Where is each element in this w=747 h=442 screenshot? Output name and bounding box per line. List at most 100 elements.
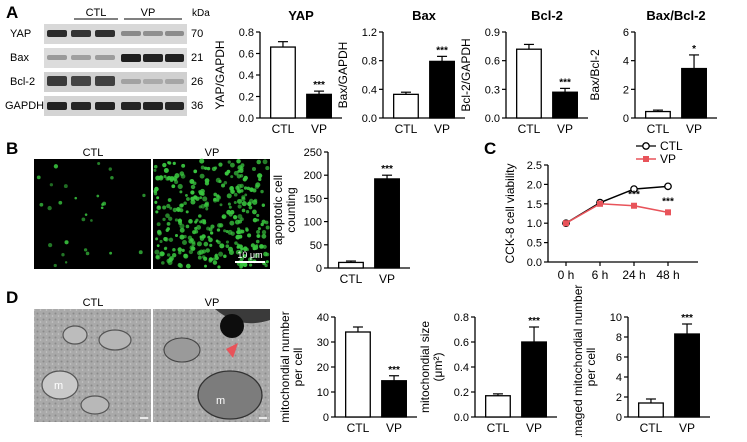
y-tick-label: 0.2 (454, 387, 469, 399)
bar-vp (681, 67, 707, 119)
fluorescent-dot (174, 179, 179, 185)
fluorescent-dot (179, 234, 185, 240)
fluorescent-dot (238, 244, 243, 249)
fluorescent-dot (194, 229, 199, 234)
fluorescent-dot (185, 210, 189, 214)
fluorescent-dot (256, 229, 261, 234)
fluorescent-dot (156, 229, 162, 235)
bar-ctl (645, 110, 671, 119)
data-point-ctl (664, 182, 672, 191)
fluorescent-dot (168, 257, 173, 263)
fluorescent-dot (197, 255, 202, 260)
y-axis-label-line2: per cell (584, 348, 598, 387)
fluorescent-dot (174, 218, 179, 222)
fluorescent-dot (261, 203, 266, 207)
fluorescent-dot (248, 205, 253, 210)
y-tick-label: 0.4 (454, 362, 469, 374)
legend-marker-ctl (642, 142, 650, 150)
fluorescent-dot (172, 207, 178, 213)
significance-marker: *** (528, 316, 540, 327)
fluorescent-dot (177, 183, 183, 190)
fluorescent-dot (243, 186, 248, 190)
fluorescent-dot (165, 213, 170, 218)
em-mitochondrion (80, 395, 110, 415)
fluorescent-dot (259, 244, 264, 249)
fluorescent-dot (188, 219, 193, 224)
em-mitochondrion (98, 329, 132, 351)
em-marker-ctl: m (54, 380, 63, 392)
fluorescent-dot (256, 213, 260, 218)
fluorescent-dot (246, 186, 251, 191)
fluorescent-dot (194, 220, 198, 224)
fluorescent-dot (238, 234, 243, 239)
chart-bax: 0.0 0.4 0.8 1.2 CTL VP *** Bax Bax/GAPDH (336, 8, 465, 136)
fluorescent-dot (236, 229, 241, 235)
fluorescent-dot (265, 166, 270, 171)
wb-row-label: GAPDH (5, 100, 44, 112)
x-tick-label: CTL (272, 122, 295, 136)
fluorescent-dot (203, 241, 209, 247)
fluorescent-dot (236, 188, 241, 193)
fluorescent-dot (209, 243, 213, 247)
fluorescent-dot (251, 166, 257, 172)
fluorescent-dot (159, 251, 165, 257)
fluorescent-dot (237, 214, 243, 219)
y-tick-label: 10 (610, 312, 622, 324)
wb-strip-bax (44, 48, 187, 68)
y-tick-label: 6 (623, 27, 629, 39)
fluorescent-dot (183, 253, 188, 258)
chart-cck8: 0.0 0.5 1.0 1.5 2.0 2.5 0 h 6 h 24 h 48 h *** *** CT… (503, 139, 698, 282)
chart-apoptotic: 0 50 100 150 200 250 CTL VP *** apoptotic cell cou… (271, 147, 410, 286)
y-tick-label: 40 (317, 312, 329, 324)
y-tick-label: 0.6 (454, 337, 469, 349)
fluorescent-dot (230, 231, 235, 236)
em-marker-vp: m (216, 395, 225, 407)
em-swollen-mitochondrion (197, 370, 263, 420)
wb-bands-bax (47, 54, 184, 62)
significance-marker: *** (313, 80, 325, 91)
fluorescent-dot (185, 224, 190, 229)
wb-group-ctl: CTL (86, 7, 107, 19)
y-axis-label-line2: (μm²) (431, 353, 445, 382)
fluorescent-dot (61, 253, 65, 257)
fluorescent-dot (200, 219, 206, 224)
fluorescent-dot (197, 250, 202, 256)
fluorescent-dot (228, 205, 232, 209)
fluorescent-dot (172, 161, 176, 165)
fluorescent-dot (39, 202, 44, 207)
fluorescent-dot (224, 171, 229, 176)
y-tick-label: 200 (304, 170, 322, 182)
fluorescent-dot (109, 251, 113, 255)
x-tick-label: 0 h (558, 268, 575, 282)
ctl-fluorescent-dots (36, 162, 146, 268)
x-tick-label: CTL (395, 122, 418, 136)
x-tick-label: 48 h (656, 268, 679, 282)
chart-title: Bcl-2 (531, 8, 563, 23)
fluorescent-dot (196, 225, 202, 230)
significance-marker: *** (381, 164, 393, 175)
x-tick-label: VP (386, 421, 402, 435)
fluorescent-dot (163, 247, 167, 251)
significance-marker: *** (628, 190, 640, 201)
y-tick-label: 0 (323, 412, 329, 424)
x-tick-label: CTL (487, 421, 510, 435)
scale-bar-label: 10 μm (237, 250, 262, 260)
fluorescent-dot (168, 216, 173, 221)
wb-strip-gapdh (44, 96, 187, 116)
fluorescent-dot (157, 205, 161, 209)
fluorescent-dot (260, 189, 264, 194)
fluorescent-dot (168, 237, 174, 242)
fluorescent-dot (174, 233, 179, 238)
y-axis-label: mitochondial size (418, 321, 432, 413)
fluorescent-dot (185, 263, 191, 269)
chart-mitonum: 0 10 20 30 40 CTL VP *** mitochondial number per … (278, 311, 417, 435)
fluorescent-dot (211, 166, 217, 172)
bar-vp (674, 333, 700, 418)
y-tick-label: 4 (623, 56, 629, 68)
y-tick-label: 0.0 (362, 113, 377, 125)
wb-bands-bcl2 (47, 76, 184, 86)
y-tick-label: 250 (304, 147, 322, 159)
fluorescent-dot (241, 200, 247, 207)
data-point-ctl (630, 185, 638, 193)
wb-bands-yap (47, 30, 184, 37)
